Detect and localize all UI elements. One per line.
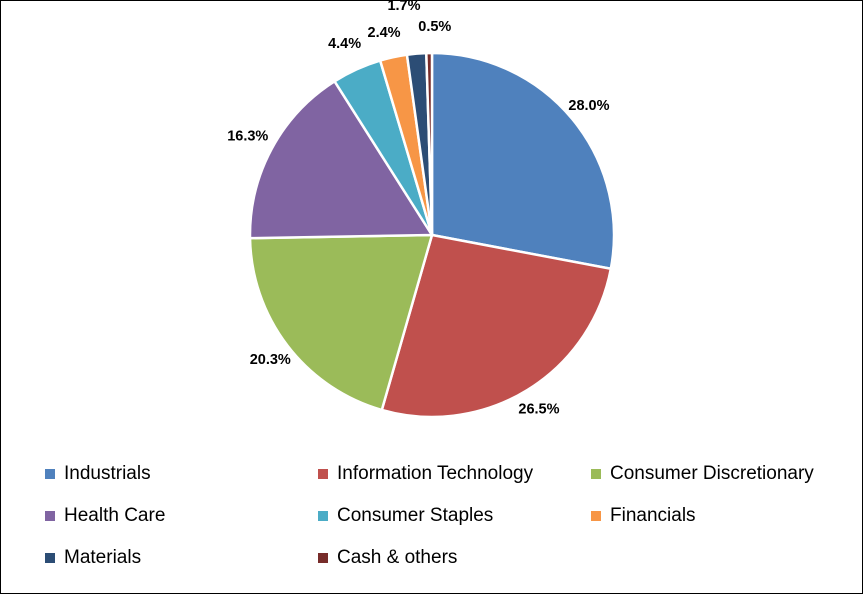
legend-item-financials: Financials xyxy=(591,505,696,527)
data-label-health-care: 16.3% xyxy=(227,129,268,145)
legend-item-industrials: Industrials xyxy=(45,463,151,485)
data-label-industrials: 28.0% xyxy=(568,98,609,114)
legend-swatch-health-care xyxy=(45,511,55,521)
pie-slice-information-technology xyxy=(380,233,613,419)
pie-slice-industrials xyxy=(430,51,616,271)
legend-label-financials: Financials xyxy=(610,505,696,526)
legend-item-consumer-staples: Consumer Staples xyxy=(318,505,493,527)
pie-slice-cash-and-others xyxy=(425,51,434,236)
legend-swatch-information-technology xyxy=(318,469,328,479)
legend-label-materials: Materials xyxy=(64,547,142,568)
pie-slices xyxy=(248,51,616,419)
legend-item-consumer-discretionary: Consumer Discretionary xyxy=(591,463,814,485)
legend-swatch-consumer-discretionary xyxy=(591,469,601,479)
pie-slice-health-care xyxy=(248,79,435,240)
data-label-consumer-discretionary: 20.3% xyxy=(250,352,291,368)
legend-label-information-technology: Information Technology xyxy=(337,463,534,484)
legend-label-consumer-discretionary: Consumer Discretionary xyxy=(610,463,814,484)
data-label-consumer-staples: 4.4% xyxy=(328,36,361,52)
data-label-financials: 2.4% xyxy=(368,25,401,41)
legend-swatch-cash-and-others xyxy=(318,553,328,563)
legend-item-information-technology: Information Technology xyxy=(318,463,533,485)
legend-item-materials: Materials xyxy=(45,547,141,569)
legend: Industrials Information Technology Consu… xyxy=(45,463,845,583)
legend-label-health-care: Health Care xyxy=(64,505,166,526)
legend-label-consumer-staples: Consumer Staples xyxy=(337,505,494,526)
legend-label-industrials: Industrials xyxy=(64,463,151,484)
legend-item-health-care: Health Care xyxy=(45,505,165,527)
data-label-cash-and-others: 0.5% xyxy=(418,19,451,35)
legend-swatch-financials xyxy=(591,511,601,521)
legend-item-cash-and-others: Cash & others xyxy=(318,547,457,569)
data-label-materials: 1.7% xyxy=(387,1,420,14)
pie-data-labels: 28.0% 26.5% 20.3% 16.3% 4.4% 2.4% 1.7% 0.5% xyxy=(227,1,609,418)
legend-label-cash-and-others: Cash & others xyxy=(337,547,458,568)
legend-swatch-consumer-staples xyxy=(318,511,328,521)
legend-swatch-materials xyxy=(45,553,55,563)
pie-slice-consumer-discretionary xyxy=(248,233,434,412)
data-label-information-technology: 26.5% xyxy=(518,402,559,418)
legend-swatch-industrials xyxy=(45,469,55,479)
